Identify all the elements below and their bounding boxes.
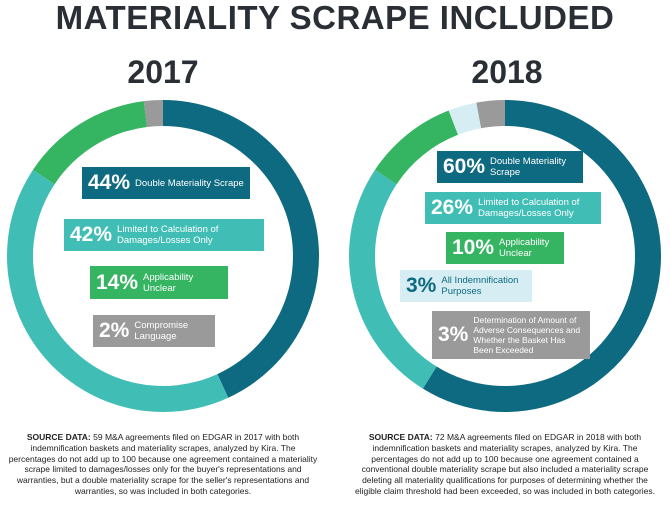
- source-label: SOURCE DATA:: [26, 432, 91, 442]
- legend-value: 3%: [438, 323, 469, 346]
- legend-value: 26%: [431, 196, 474, 219]
- legend-2018-all-indemnification: 3% All Indemnification Purposes: [400, 270, 532, 302]
- donut-chart-2017: [6, 100, 320, 413]
- legend-2018-applicability: 10% Applicability Unclear: [446, 232, 564, 264]
- donut-slice-determination: [476, 100, 505, 129]
- chart-2017-title: 2017: [127, 54, 199, 90]
- legend-2017-double: 44% Double Materiality Scrape: [82, 167, 250, 199]
- legend-label: Applicability Unclear: [499, 237, 550, 259]
- legend-2018-determination: 3% Determination of Amount of Adverse Co…: [432, 311, 590, 359]
- donut-slice-limited: [349, 169, 437, 389]
- legend-label: All Indemnification Purposes: [441, 275, 519, 297]
- source-note-2017: SOURCE DATA: 59 M&A agreements filed on …: [7, 432, 319, 497]
- legend-label: Applicability Unclear: [143, 271, 194, 294]
- source-label: SOURCE DATA:: [368, 432, 433, 442]
- donut-slice-applicability: [32, 101, 148, 185]
- legend-label: Compromise Language: [134, 320, 189, 342]
- legend-label: Limited to Calculation of Damages/Losses…: [478, 197, 580, 219]
- legend-value: 10%: [452, 236, 495, 259]
- infographic-title: MATERIALITY SCRAPE INCLUDED: [55, 0, 615, 36]
- donut-slice-double: [422, 100, 661, 412]
- legend-label: Double Materiality Scrape: [490, 156, 567, 178]
- legend-label: Double Materiality Scrape: [135, 177, 244, 189]
- donut-slice-double: [163, 100, 320, 398]
- legend-2017-limited: 42% Limited to Calculation of Damages/Lo…: [64, 219, 264, 251]
- legend-value: 42%: [70, 223, 113, 246]
- legend-label: Determination of Amount of Adverse Conse…: [473, 315, 581, 355]
- donut-slice-limited: [6, 169, 229, 413]
- donut-slice-applicability: [374, 110, 459, 185]
- source-text: 72 M&A agreements filed on EDGAR in 2018…: [354, 432, 656, 496]
- donut-chart-2018: [349, 100, 661, 412]
- source-text: 59 M&A agreements filed on EDGAR in 2017…: [8, 432, 318, 496]
- legend-2017-compromise: 2% Compromise Language: [93, 315, 215, 347]
- legend-2018-double: 60% Double Materiality Scrape: [437, 151, 583, 183]
- legend-value: 3%: [406, 274, 437, 297]
- source-note-2018: SOURCE DATA: 72 M&A agreements filed on …: [349, 432, 661, 497]
- donut-slice-compromise: [143, 100, 163, 127]
- legend-value: 60%: [443, 155, 486, 178]
- donut-slice-all_indemnification: [448, 102, 482, 135]
- legend-label: Limited to Calculation of Damages/Losses…: [117, 224, 219, 246]
- legend-2018-limited: 26% Limited to Calculation of Damages/Lo…: [425, 192, 601, 224]
- legend-2017-applicability: 14% Applicability Unclear: [90, 266, 228, 299]
- chart-2018-title: 2018: [471, 54, 543, 90]
- legend-value: 2%: [99, 319, 130, 342]
- legend-value: 44%: [88, 171, 131, 194]
- legend-value: 14%: [96, 270, 139, 294]
